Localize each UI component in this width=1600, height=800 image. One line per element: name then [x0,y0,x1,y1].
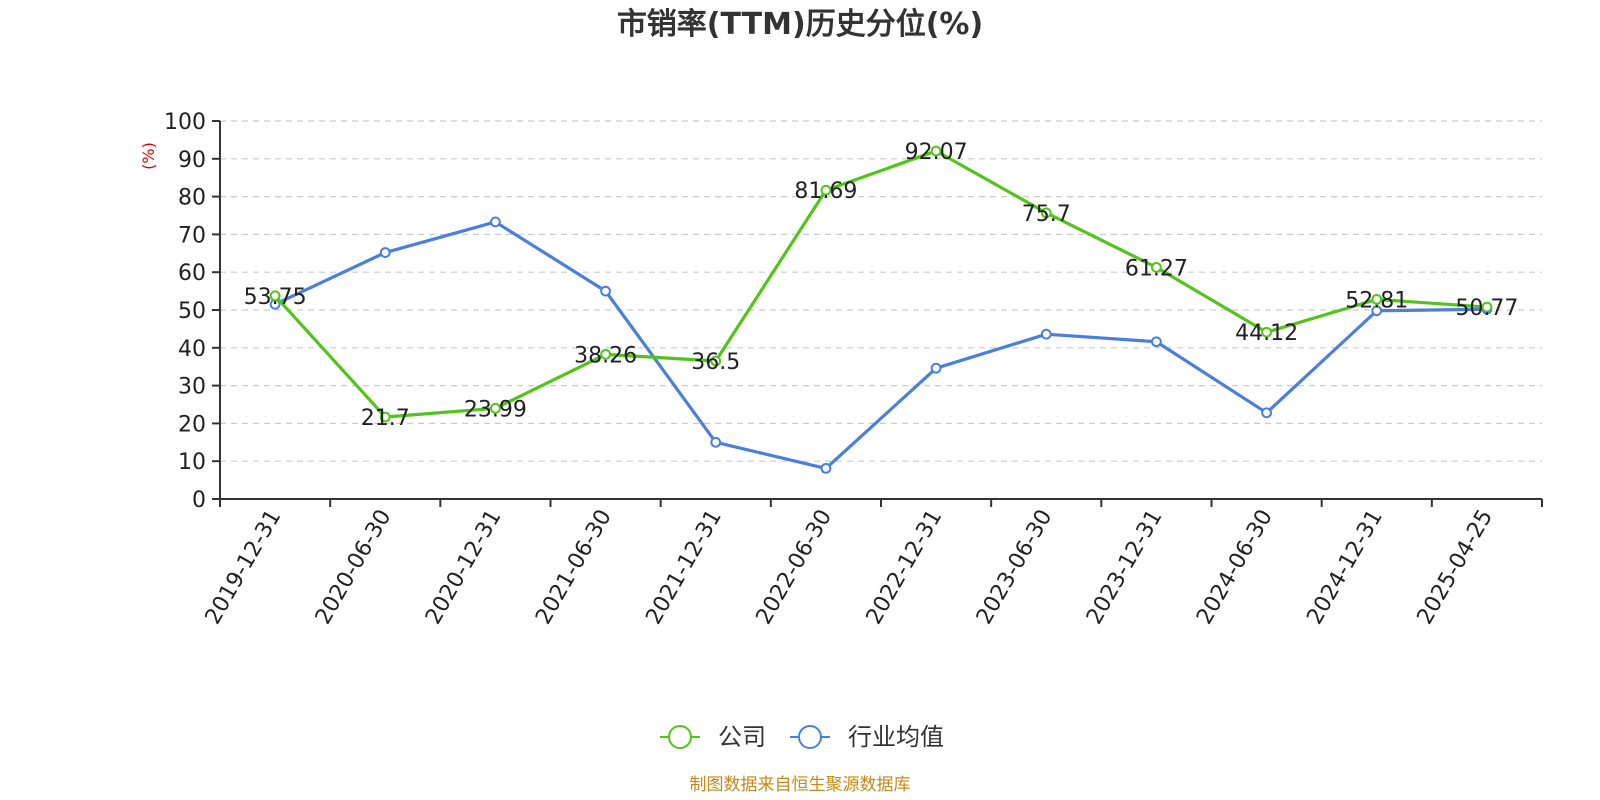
data-label: 50.77 [1455,296,1518,321]
series-point [822,464,831,473]
y-tick-label: 80 [178,186,206,211]
series-point [491,218,500,227]
series-company [271,147,1492,422]
series-point [711,438,720,447]
chart-title: 市销率(TTM)历史分位(%) [617,7,983,42]
data-label: 61.27 [1125,256,1188,281]
legend-item-industry-average[interactable]: 行业均值 [790,723,944,751]
legend-industry-average-label: 行业均值 [848,723,944,751]
y-tick-label: 40 [178,337,206,362]
x-tick-label: 2020-12-31 [421,505,507,628]
x-tick-label: 2022-12-31 [862,505,948,628]
x-tick-label: 2021-12-31 [641,506,727,629]
data-label: 21.7 [361,406,410,431]
data-label: 92.07 [905,140,968,165]
legend-industry-average-marker [799,726,821,748]
series-line [275,222,1487,468]
legend-company-label: 公司 [718,723,766,751]
series-point [1152,337,1161,346]
y-tick-label: 10 [178,450,206,475]
legend[interactable]: 公司 行业均值 [660,723,944,751]
data-label: 75.7 [1022,202,1071,227]
data-label: 52.81 [1345,288,1408,313]
y-tick-label: 20 [178,412,206,437]
series-point [601,287,610,296]
y-axis-label: (%) [139,142,158,170]
x-tick-label: 2022-06-30 [752,506,838,629]
series-point [381,248,390,257]
data-label: 44.12 [1235,321,1298,346]
data-label: 38.26 [574,343,637,368]
y-tick-label: 90 [178,148,206,173]
x-tick-label: 2019-12-31 [201,506,287,629]
x-tick-label: 2025-04-25 [1413,506,1499,629]
label-layer: 53.75 21.7 23.99 38.26 36.5 81.69 92.07 75.7 61.… [244,140,1519,431]
series-industry-average [271,218,1492,473]
y-tick-label: 0 [192,488,206,513]
y-tick-label: 100 [164,110,206,135]
y-tick-label: 60 [178,261,206,286]
x-tick-label: 2023-12-31 [1082,506,1168,629]
data-label: 81.69 [794,179,857,204]
x-tick-label: 2024-06-30 [1192,506,1278,629]
data-label: 23.99 [464,397,527,422]
y-tick-label: 30 [178,375,206,400]
legend-item-company[interactable]: 公司 [660,723,766,751]
x-tick-label: 2024-12-31 [1302,506,1388,629]
series-point [1042,330,1051,339]
series-point [1262,408,1271,417]
x-tick-label: 2021-06-30 [531,506,617,629]
legend-company-marker [669,726,691,748]
series-point [932,364,941,373]
data-label: 36.5 [691,350,740,375]
data-label: 53.75 [244,285,307,310]
source-note: 制图数据来自恒生聚源数据库 [690,775,911,795]
x-tick-label: 2023-06-30 [972,506,1058,629]
x-tick-label: 2020-06-30 [311,506,397,629]
y-tick-label: 50 [178,299,206,324]
y-tick-label: 70 [178,223,206,248]
